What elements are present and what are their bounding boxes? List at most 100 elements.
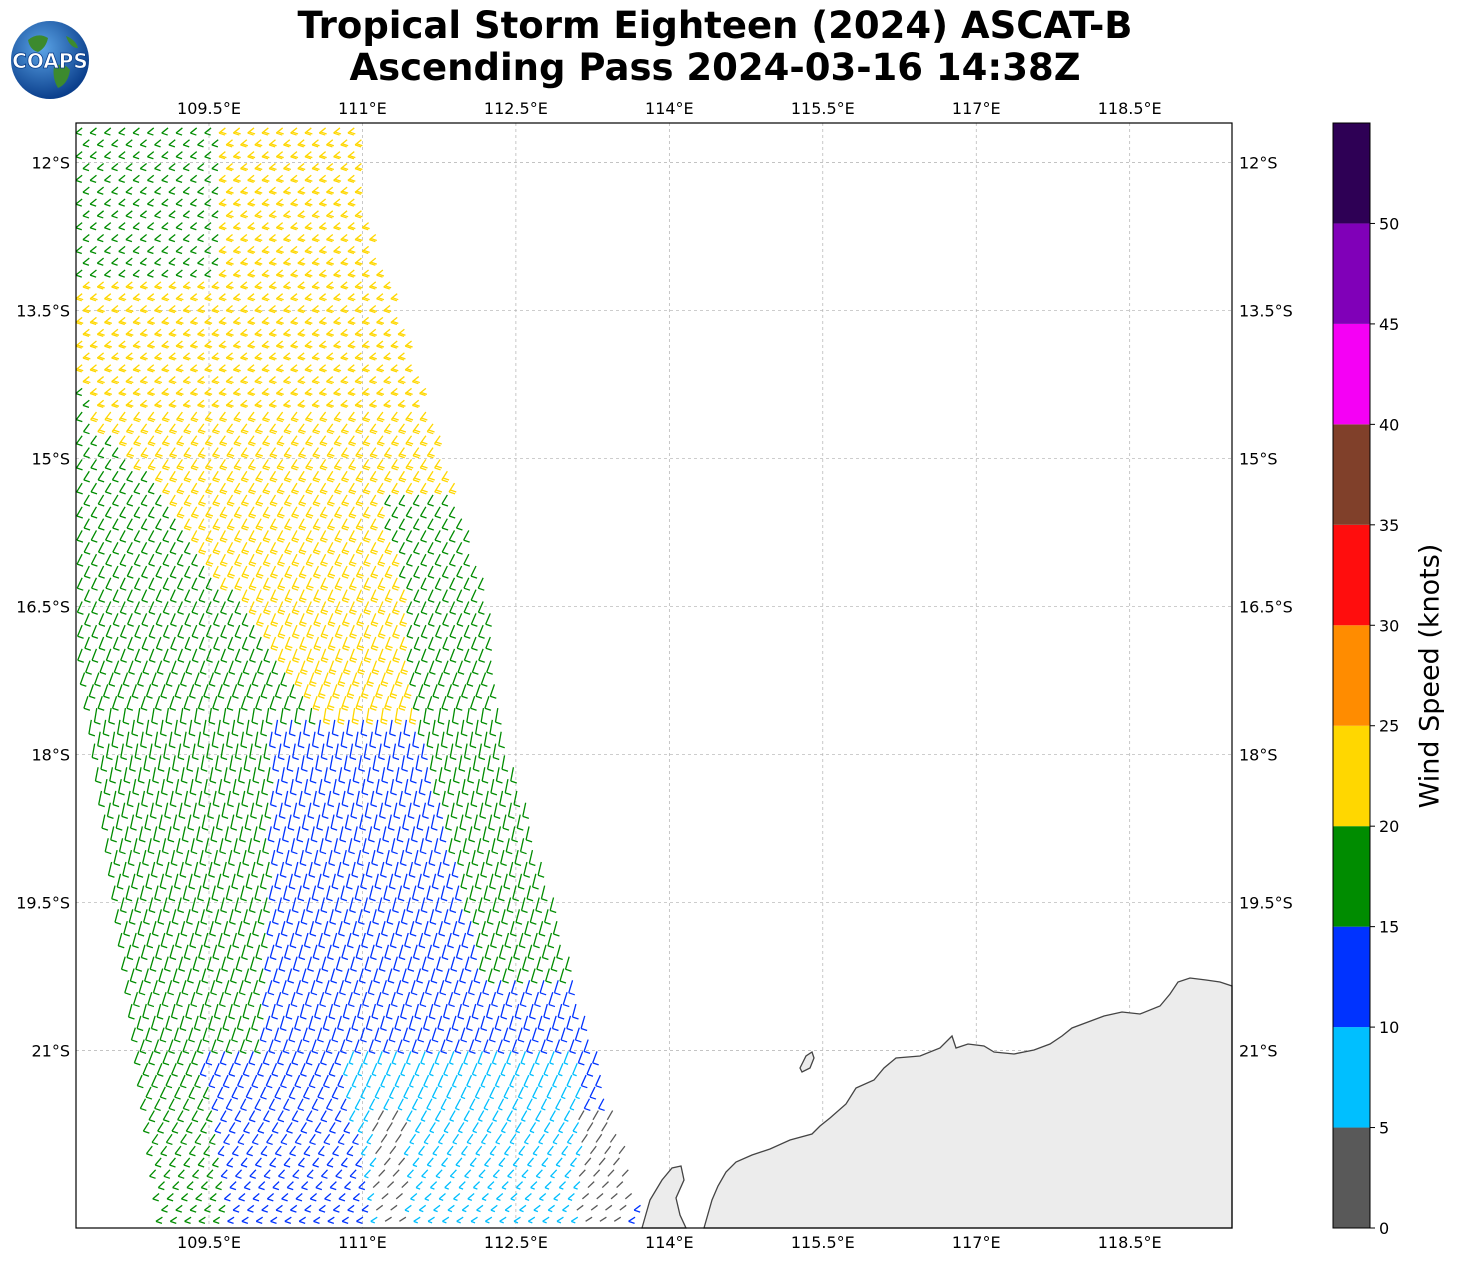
barb-feather	[285, 573, 293, 577]
barb-feather	[291, 178, 299, 182]
barb-feather	[452, 721, 459, 725]
wind-barb	[311, 257, 320, 266]
wind-barb	[413, 542, 420, 555]
wind-barb	[312, 542, 321, 555]
barb-feather	[277, 178, 284, 182]
barb-feather	[413, 551, 420, 555]
wind-barb	[175, 222, 183, 231]
wind-barb	[226, 423, 235, 435]
barb-feather	[240, 215, 247, 219]
barb-staff	[96, 186, 105, 193]
barb-feather	[269, 455, 277, 459]
barb-staff	[312, 518, 320, 529]
barb-staff	[205, 553, 212, 565]
barb-feather	[384, 479, 391, 483]
barb-staff	[346, 719, 350, 735]
barb-feather	[177, 539, 184, 543]
barb-staff	[298, 470, 305, 481]
wind-barb	[318, 340, 327, 349]
barb-feather	[363, 368, 370, 372]
barb-feather	[168, 357, 176, 361]
wind-barb	[313, 636, 322, 651]
barb-feather	[98, 308, 105, 313]
barb-staff	[270, 589, 277, 601]
barb-feather	[291, 491, 298, 495]
barb-feather	[85, 671, 92, 675]
wind-barb	[126, 518, 134, 531]
barb-feather	[418, 733, 425, 737]
wind-barb	[334, 624, 343, 639]
barb-staff	[383, 281, 391, 288]
wind-barb	[211, 257, 219, 266]
barb-feather	[134, 756, 142, 761]
barb-staff	[290, 198, 298, 205]
barb-staff	[133, 553, 141, 565]
wind-barb	[125, 162, 133, 172]
wind-barb	[154, 494, 162, 507]
barb-feather	[315, 768, 322, 772]
barb-feather	[428, 599, 435, 603]
wind-barb	[75, 245, 83, 255]
wind-barb	[262, 459, 271, 471]
barb-feather	[328, 621, 336, 625]
barb-feather	[91, 587, 98, 591]
barb-feather	[185, 671, 193, 675]
barb-feather	[261, 227, 269, 231]
barb-staff	[119, 530, 126, 541]
barb-feather	[155, 599, 163, 603]
barb-feather	[254, 310, 262, 314]
wind-barb	[203, 684, 211, 699]
wind-barb	[143, 755, 151, 772]
barb-feather	[349, 154, 356, 159]
barb-feather	[76, 563, 84, 567]
barb-staff	[460, 719, 465, 735]
wind-barb	[232, 269, 241, 278]
barb-feather	[234, 515, 241, 519]
barb-feather	[442, 623, 449, 627]
wind-barb	[443, 660, 450, 675]
barb-feather	[157, 671, 164, 675]
wind-barb	[346, 719, 353, 737]
barb-feather	[342, 623, 349, 627]
wind-barb	[283, 376, 292, 385]
wind-barb	[268, 352, 277, 361]
barb-feather	[347, 693, 355, 697]
barb-feather	[284, 190, 292, 194]
barb-feather	[376, 345, 383, 349]
barb-staff	[168, 376, 176, 383]
barb-feather	[349, 465, 357, 469]
barb-staff	[126, 542, 133, 553]
barb-feather	[342, 429, 349, 433]
wind-barb	[119, 506, 126, 519]
barb-feather	[227, 403, 234, 407]
barb-feather	[328, 501, 335, 505]
wind-barb	[397, 376, 406, 385]
barb-staff	[361, 222, 369, 229]
barb-feather	[298, 237, 306, 242]
barb-feather	[362, 467, 370, 471]
barb-feather	[97, 262, 104, 266]
barb-staff	[96, 399, 105, 406]
barb-feather	[247, 369, 254, 373]
wind-barb	[306, 624, 314, 639]
barb-feather	[309, 683, 316, 687]
wind-barb	[291, 530, 300, 543]
barb-staff	[368, 399, 377, 406]
barb-staff	[161, 364, 169, 371]
barb-feather	[415, 768, 423, 772]
barb-feather	[342, 599, 349, 603]
barb-feather	[426, 745, 434, 749]
barb-feather	[357, 549, 364, 553]
barb-staff	[169, 565, 176, 577]
barb-feather	[369, 455, 377, 459]
barb-feather	[247, 792, 254, 796]
barb-feather	[355, 503, 363, 507]
barb-feather	[385, 429, 392, 433]
barb-staff	[118, 316, 126, 323]
barb-feather	[297, 333, 304, 337]
barb-feather	[125, 310, 133, 314]
barb-staff	[218, 364, 226, 371]
wind-barb	[182, 281, 191, 290]
barb-staff	[333, 459, 341, 469]
barb-staff	[432, 719, 436, 735]
